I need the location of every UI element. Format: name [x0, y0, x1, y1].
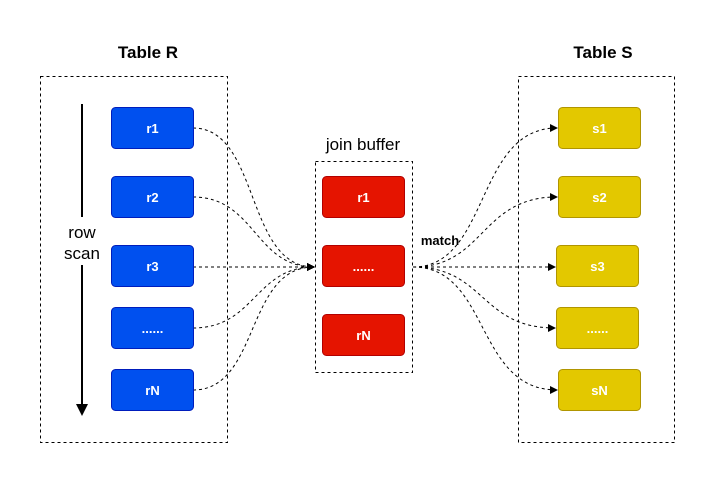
buffer-row-1: ......	[322, 245, 405, 287]
connector-r2	[192, 196, 315, 271]
table-s-row-box	[556, 245, 639, 287]
connector-sN	[412, 266, 558, 394]
table-s-row-box	[558, 107, 641, 149]
table-s-row-2: s3	[556, 245, 639, 287]
table-r-row-label: rN	[145, 383, 159, 398]
r-to-buffer-connectors	[192, 127, 315, 391]
table-s-title: Table S	[573, 43, 632, 62]
table-s-row-label: s2	[592, 190, 606, 205]
table-r-rows: r1 r2 r3...... rN	[111, 107, 194, 411]
table-r-row-box	[111, 107, 194, 149]
table-r-row-label: r1	[146, 121, 158, 136]
row-scan-label-row: row	[68, 223, 96, 242]
table-s-rows: s1 s2 s3...... sN	[556, 107, 641, 411]
join-buffer-rows: r1...... rN	[322, 176, 405, 356]
row-scan-arrowhead-icon	[76, 404, 88, 416]
buffer-row-box	[322, 245, 405, 287]
table-s-row-3: ......	[556, 307, 639, 349]
row-scan-label-scan: scan	[64, 244, 100, 263]
table-r-row-4: rN	[111, 369, 194, 411]
table-s-row-1: s2	[558, 176, 641, 218]
table-r-title: Table R	[118, 43, 178, 62]
connector-r1	[192, 127, 315, 271]
table-r-row-2: r3	[111, 245, 194, 287]
connector-s2	[412, 193, 558, 268]
buffer-row-label: ......	[353, 259, 375, 274]
table-r-row-label: r3	[146, 259, 158, 274]
buffer-row-label: r1	[357, 190, 369, 205]
buffer-row-box	[322, 314, 405, 356]
table-r-row-box	[111, 245, 194, 287]
table-s-row-label: sN	[591, 383, 608, 398]
join-buffer-title: join buffer	[325, 135, 401, 154]
connector-s1	[412, 124, 558, 268]
table-s-row-label: ......	[587, 321, 609, 336]
connector-r-ellipsis	[192, 263, 315, 329]
table-s-frame	[518, 76, 675, 443]
table-r-row-box	[111, 176, 194, 218]
table-r-row-0: r1	[111, 107, 194, 149]
table-r-row-box	[111, 369, 194, 411]
table-s-row-box	[556, 307, 639, 349]
connector-s-ellipsis	[412, 266, 556, 332]
connector-rN	[192, 263, 315, 391]
table-s-row-0: s1	[558, 107, 641, 149]
table-r-row-label: r2	[146, 190, 158, 205]
buffer-row-0: r1	[322, 176, 405, 218]
table-s-row-box	[558, 369, 641, 411]
table-r-row-label: ......	[142, 321, 164, 336]
buffer-row-box	[322, 176, 405, 218]
table-s-row-4: sN	[558, 369, 641, 411]
buffer-to-s-connectors	[412, 124, 558, 394]
table-r-row-1: r2	[111, 176, 194, 218]
buffer-row-label: rN	[356, 328, 370, 343]
table-s-row-label: s3	[590, 259, 604, 274]
table-s-row-box	[558, 176, 641, 218]
table-s-row-label: s1	[592, 121, 606, 136]
match-label: match	[421, 233, 459, 248]
table-r-row-3: ......	[111, 307, 194, 349]
table-r-row-box	[111, 307, 194, 349]
buffer-row-2: rN	[322, 314, 405, 356]
join-buffer-frame	[315, 161, 413, 373]
